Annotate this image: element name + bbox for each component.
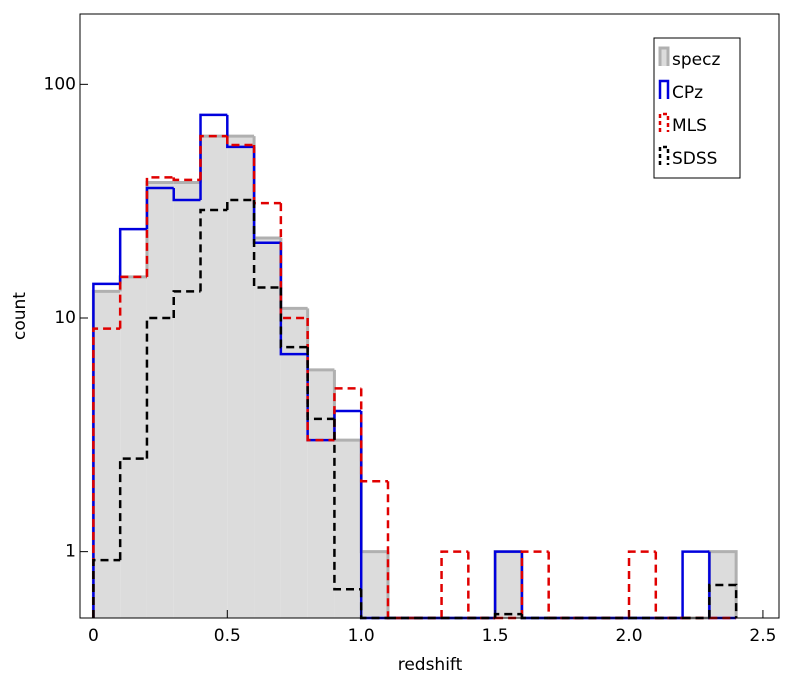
histogram-bar: [495, 551, 522, 618]
histogram-step: [386, 481, 415, 620]
histogram-step: [226, 136, 255, 147]
x-tick-label: 2.0: [615, 626, 642, 646]
histogram-step: [708, 583, 738, 618]
histogram-step: [279, 203, 308, 320]
histogram-step: [467, 551, 496, 620]
histogram-step: [547, 551, 576, 620]
histogram-bar: [120, 276, 147, 618]
histogram-step: [172, 188, 201, 202]
histogram-step: [172, 290, 201, 318]
histogram-step: [226, 198, 255, 210]
x-tick-label: 1.5: [482, 626, 509, 646]
histogram-step: [226, 114, 255, 149]
histogram-step: [306, 347, 335, 421]
histogram-step: [252, 145, 281, 205]
x-tick-label: 0: [88, 626, 99, 646]
histogram-step: [279, 242, 308, 356]
legend-symbol: [658, 112, 670, 132]
legend-symbol: [658, 79, 670, 99]
x-tick-label: 0.5: [214, 626, 241, 646]
histogram-step: [333, 418, 362, 591]
histogram-step: [306, 317, 335, 442]
histogram-step: [172, 177, 201, 182]
histogram-bar: [146, 182, 174, 618]
legend-symbol: [658, 46, 670, 66]
histogram-step: [199, 113, 228, 200]
histogram-step: [92, 558, 121, 618]
histogram-bar: [307, 369, 335, 618]
histogram-step: [145, 176, 174, 277]
histogram-step: [627, 550, 656, 618]
legend-label: specz: [672, 50, 720, 70]
histogram-step: [279, 287, 308, 349]
histogram-bar: [280, 308, 308, 618]
histogram-bar: [254, 237, 281, 619]
x-axis-label: redshift: [398, 655, 463, 675]
histogram-step: [359, 388, 388, 483]
histogram-step: [520, 551, 549, 620]
histogram-step: [118, 275, 147, 329]
histogram-step: [332, 369, 362, 442]
histogram-bar: [93, 291, 121, 618]
histogram-step: [252, 146, 281, 244]
histogram-step: [440, 550, 469, 618]
legend-label: CPz: [672, 83, 703, 103]
legend-label: SDSS: [672, 149, 717, 169]
histogram-step: [306, 308, 335, 372]
histogram-step: [386, 551, 415, 620]
y-axis-label: count: [10, 292, 30, 340]
y-tick-label: 100: [44, 74, 76, 94]
histogram-step: [92, 327, 121, 618]
histogram-step: [199, 134, 228, 180]
legend-label: MLS: [672, 116, 707, 136]
histogram-step: [199, 208, 228, 292]
legend-symbol: [658, 145, 670, 165]
histogram-step: [252, 136, 281, 240]
histogram-bar: [361, 551, 388, 618]
histogram-step: [359, 440, 388, 554]
histogram-bar: [173, 182, 201, 618]
histogram-bar: [334, 440, 362, 618]
y-tick-label: 10: [54, 308, 76, 328]
histogram-step: [493, 550, 522, 618]
histogram-step: [520, 614, 549, 620]
histogram-step: [520, 550, 549, 618]
x-tick-label: 2.5: [749, 626, 776, 646]
x-tick-label: 1.0: [348, 626, 375, 646]
histogram-bar: [227, 136, 255, 618]
histogram-step: [279, 237, 308, 310]
histogram-step: [333, 409, 362, 441]
plot-frame: [79, 13, 780, 619]
histogram-step: [118, 227, 147, 284]
histogram-step: [118, 457, 147, 561]
histogram-step: [145, 186, 174, 230]
histogram-step: [654, 551, 683, 620]
histogram-step: [145, 316, 174, 459]
y-tick-label: 1: [65, 542, 76, 562]
histogram-bar: [200, 136, 228, 618]
histogram-step: [681, 550, 710, 618]
histogram-step: [520, 551, 549, 620]
histogram-step: [333, 387, 362, 441]
histogram-step: [252, 199, 281, 289]
